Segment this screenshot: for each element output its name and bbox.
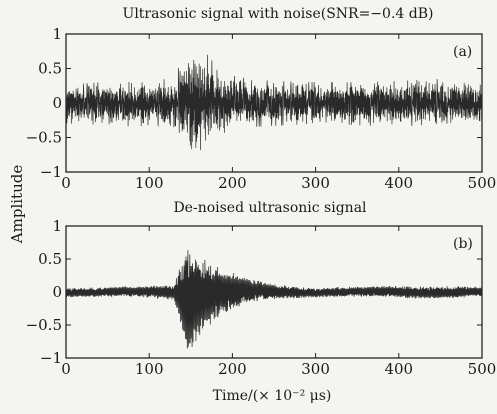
signal-trace (65, 54, 483, 151)
x-tick-label: 500 (468, 174, 497, 192)
signal-trace (65, 250, 483, 349)
x-tick-label: 300 (301, 360, 330, 378)
y-tick-label: 0 (52, 94, 62, 112)
panel-a-signal-series (65, 54, 483, 151)
x-tick-label: 400 (384, 360, 413, 378)
y-tick-label: −0.5 (26, 129, 62, 147)
y-tick-label: −1 (40, 163, 62, 181)
y-tick-label: 1 (52, 25, 62, 43)
panel-b-label: (b) (453, 236, 473, 252)
x-tick-label: 200 (218, 360, 247, 378)
y-axis-label: Amplitude (8, 165, 26, 245)
panel-b: De-noised ultrasonic signal 0 100 200 300 40… (26, 200, 497, 378)
x-tick-label: 300 (301, 174, 330, 192)
panel-a-label: (a) (453, 44, 472, 60)
y-tick-label: 1 (52, 217, 62, 235)
x-tick-label: 100 (135, 174, 164, 192)
panel-a-title: Ultrasonic signal with noise(SNR=−0.4 dB… (123, 6, 434, 22)
y-tick-label: 0.5 (38, 60, 62, 78)
x-tick-label: 400 (384, 174, 413, 192)
x-axis-label: Time/(× 10⁻² μs) (213, 388, 332, 404)
x-tick-label: 0 (61, 174, 71, 192)
y-tick-label: −1 (40, 349, 62, 367)
panel-a: Ultrasonic signal with noise(SNR=−0.4 dB… (26, 6, 497, 192)
panel-b-signal-series (65, 250, 483, 349)
panel-b-title: De-noised ultrasonic signal (173, 200, 367, 216)
x-tick-label: 100 (135, 360, 164, 378)
x-tick-label: 200 (218, 174, 247, 192)
y-tick-label: −0.5 (26, 316, 62, 334)
y-tick-label: 0.5 (38, 250, 62, 268)
y-tick-label: 0 (52, 283, 62, 301)
x-tick-label: 500 (468, 360, 497, 378)
panel-b-tick-labels: 0 100 200 300 400 500 −1 −0.5 0 0.5 1 (26, 217, 497, 378)
x-tick-label: 0 (61, 360, 71, 378)
panel-a-tick-labels: 0 100 200 300 400 500 −1 −0.5 0 0.5 1 (26, 25, 497, 192)
